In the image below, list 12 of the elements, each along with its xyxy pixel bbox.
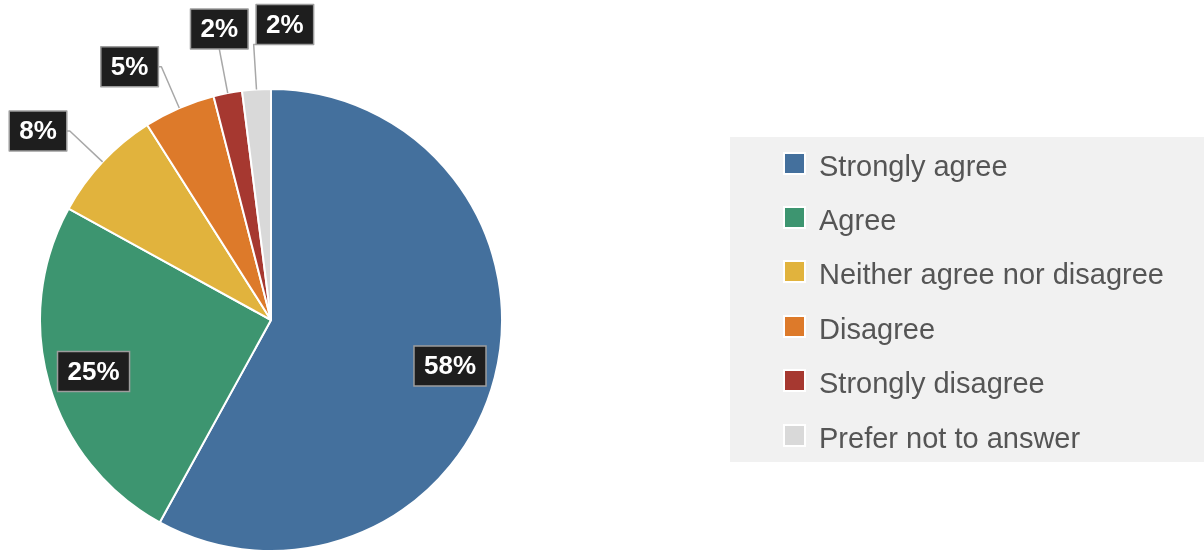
data-label: 5% (110, 50, 149, 81)
legend-label: Disagree (819, 312, 936, 345)
legend-label: Agree (819, 204, 897, 237)
data-label: 58% (423, 350, 477, 381)
data-label: 2% (266, 8, 304, 39)
legend-label: Strongly agree (819, 149, 1008, 182)
data-label: 8% (19, 115, 57, 146)
data-label: 25% (67, 355, 120, 386)
legend-label: Strongly disagree (819, 367, 1045, 400)
legend-label: Prefer not to answer (819, 421, 1081, 454)
data-label: 2% (200, 13, 239, 44)
legend-label: Neither agree nor disagree (819, 258, 1164, 291)
